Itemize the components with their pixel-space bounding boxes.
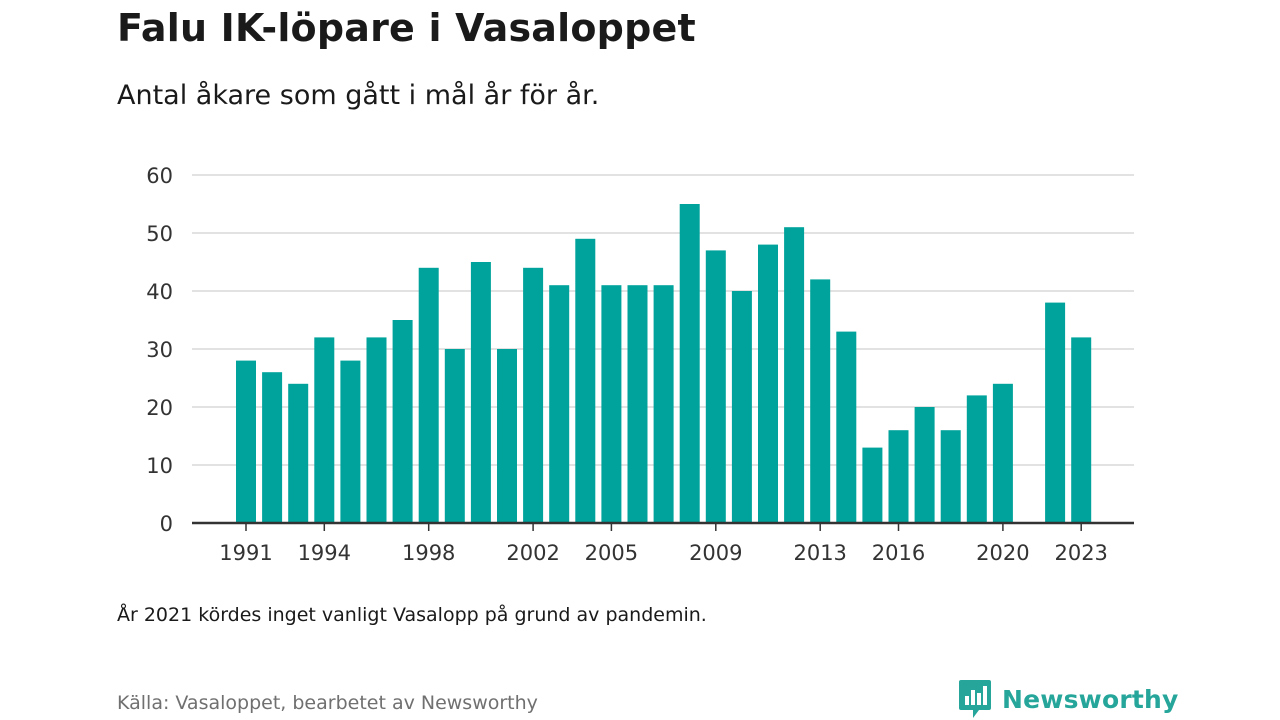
bar-2011 [758,244,778,523]
y-tick-label: 50 [146,222,173,246]
x-tick-label: 2016 [872,541,925,565]
bar-2010 [731,291,752,523]
bar-2008 [679,204,700,523]
chart-subtitle: Antal åkare som gått i mål år för år. [117,80,600,111]
x-tick-label: 1994 [298,541,351,565]
x-tick-label: 1998 [402,541,455,565]
x-tick-label: 2005 [585,541,638,565]
x-tick-label: 2002 [506,541,559,565]
bar-1997 [392,320,413,523]
bar-1998 [418,267,439,523]
bar-2013 [810,279,831,523]
x-axis-tick-labels: 1991 1994 1998 2002 2005 2009 2013 2016 2020 2023 [219,541,1108,565]
brand-logo[interactable]: Newsworthy [958,678,1179,720]
y-tick-label: 30 [146,338,173,362]
bar-2012 [784,227,805,523]
x-tick-label: 2020 [976,541,1029,565]
bar-2022 [1045,302,1066,523]
bar-2023 [1071,337,1092,523]
bar-2000 [470,262,491,523]
bar-2017 [914,407,935,523]
y-tick-label: 20 [146,396,173,420]
x-tick-label: 2013 [793,541,846,565]
bars [236,204,1092,524]
chart-note: År 2021 kördes inget vanligt Vasalopp på… [117,604,707,626]
bar-2015 [862,447,883,523]
x-tick-label: 2023 [1054,541,1107,565]
x-tick-label: 1991 [219,541,272,565]
bar-chart: 0 10 20 30 40 50 60 1991 1994 1998 2002 2005 2009 20… [146,164,1134,565]
y-tick-label: 60 [146,164,173,188]
chart-title: Falu IK-löpare i Vasaloppet [117,6,696,50]
bar-1993 [288,383,309,523]
bar-2016 [888,430,909,523]
bar-2003 [549,285,570,523]
y-axis-tick-labels: 0 10 20 30 40 50 60 [146,164,173,536]
x-axis [192,521,1134,531]
bar-1996 [366,337,387,523]
bar-1994 [314,337,335,523]
x-tick-label: 2009 [689,541,742,565]
bar-2004 [575,238,596,524]
source-text: Källa: Vasaloppet, bearbetet av Newswort… [117,692,538,714]
bar-1991 [236,360,256,523]
newsworthy-logo-icon [959,680,991,718]
bar-2014 [836,331,857,523]
bar-1995 [340,360,361,523]
brand-name: Newsworthy [1002,684,1179,714]
bar-2002 [523,267,544,523]
bar-1992 [262,372,283,523]
bar-2006 [627,285,648,523]
y-tick-label: 0 [160,512,173,536]
bar-2019 [966,395,987,523]
bar-2007 [653,285,674,523]
bar-2009 [705,250,726,523]
bar-2005 [601,285,622,523]
y-tick-label: 40 [146,280,173,304]
bar-2020 [992,383,1013,523]
bar-2018 [940,430,961,523]
bar-2001 [497,349,517,523]
y-tick-label: 10 [146,454,173,478]
bar-1999 [444,349,465,523]
